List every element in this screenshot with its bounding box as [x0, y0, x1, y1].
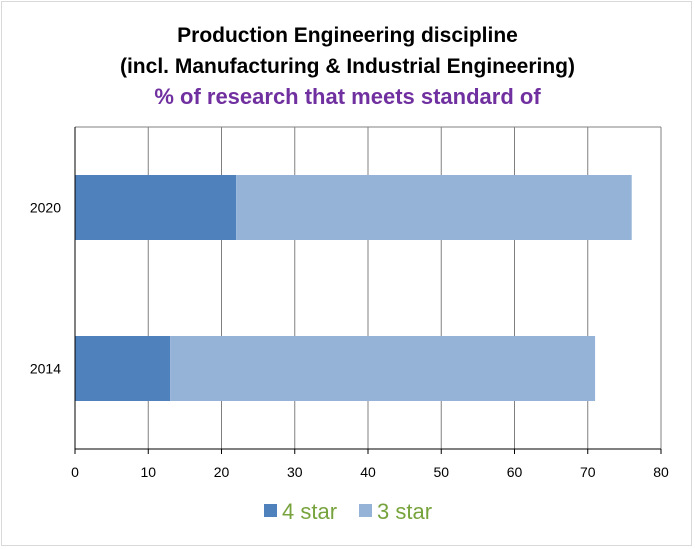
legend-swatch-4-star: [264, 504, 277, 517]
chart-title-line-2: (incl. Manufacturing & Industrial Engine…: [119, 55, 576, 78]
category-label-2014: 2014: [30, 361, 61, 377]
x-tick-label: 50: [433, 464, 449, 480]
x-tick-label: 20: [214, 464, 230, 480]
x-tick-label: 60: [507, 464, 523, 480]
x-tick-label: 0: [71, 464, 79, 480]
legend-label-3-star: 3 star: [377, 499, 432, 524]
bar-4-star-2020: [75, 175, 237, 240]
bar-4-star-2014: [75, 336, 171, 401]
bar-3-star-2020: [236, 175, 632, 240]
chart-title-line-1: Production Engineering discipline: [177, 24, 518, 47]
x-tick-label: 30: [287, 464, 303, 480]
category-label-2020: 2020: [30, 200, 61, 216]
legend-label-4-star: 4 star: [282, 499, 337, 524]
x-tick-label: 70: [580, 464, 596, 480]
x-tick-label: 80: [653, 464, 669, 480]
legend-swatch-3-star: [359, 504, 372, 517]
x-tick-label: 40: [360, 464, 376, 480]
chart-subtitle: % of research that meets standard of: [154, 84, 541, 109]
x-tick-label: 10: [140, 464, 156, 480]
bar-3-star-2014: [170, 336, 596, 401]
